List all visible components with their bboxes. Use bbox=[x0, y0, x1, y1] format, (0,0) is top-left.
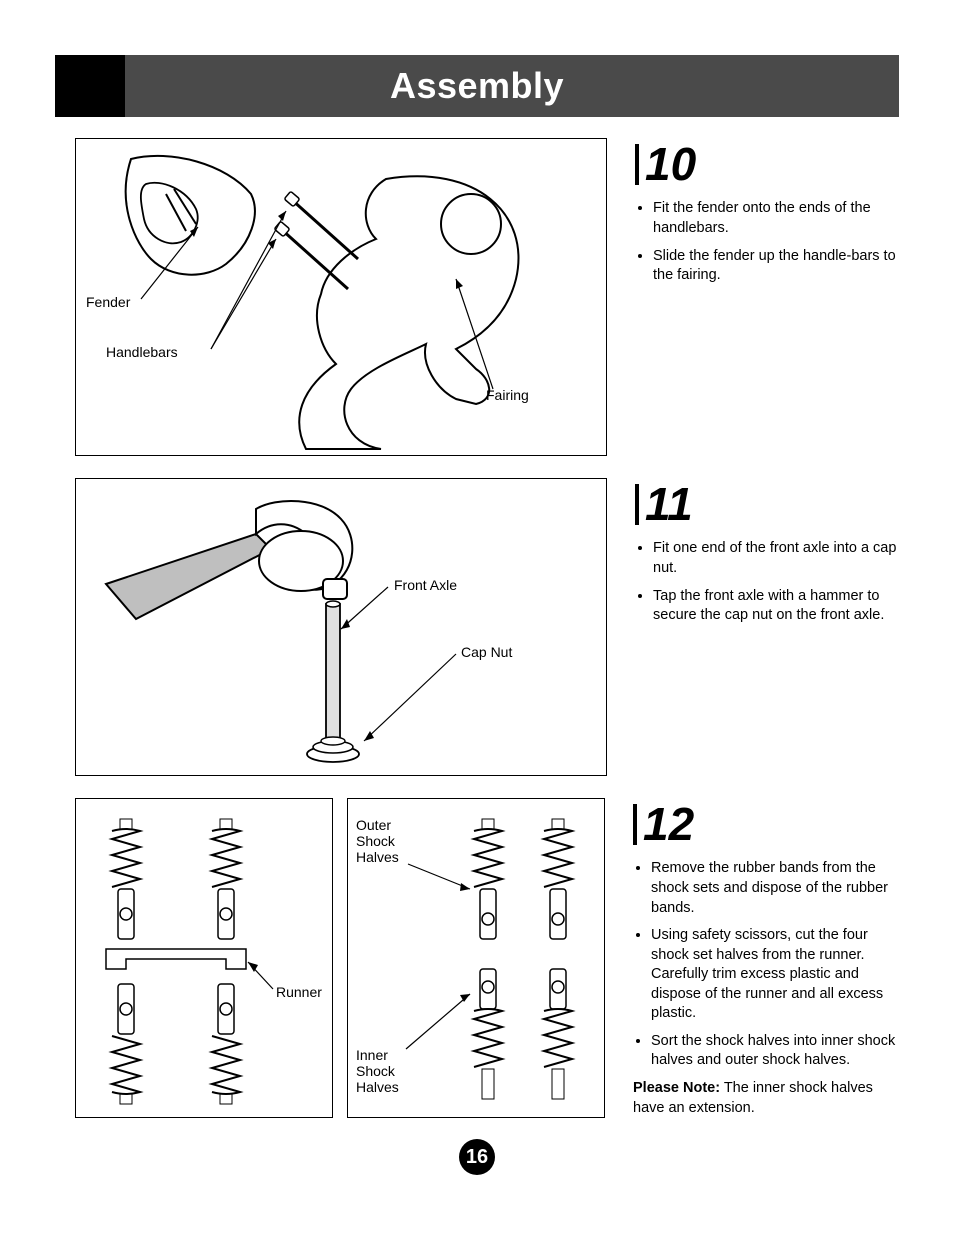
label-cap-nut: Cap Nut bbox=[461, 644, 512, 660]
step-10: Fender Handlebars Fairing 10 Fit the fen… bbox=[75, 138, 899, 456]
step-11-diagram: Front Axle Cap Nut bbox=[75, 478, 607, 776]
step-12-diagram-left: Runner bbox=[75, 798, 333, 1118]
step-12-bullet: Remove the rubber bands from the shock s… bbox=[651, 859, 899, 918]
label-fairing: Fairing bbox=[486, 387, 529, 403]
header-accent bbox=[55, 55, 125, 117]
step-10-bullet: Fit the fender onto the ends of the hand… bbox=[653, 199, 899, 238]
step-11-number: 11 bbox=[635, 484, 693, 525]
step-10-text: 10 Fit the fender onto the ends of the h… bbox=[635, 138, 899, 456]
header-bar: Assembly bbox=[55, 55, 899, 117]
label-runner: Runner bbox=[276, 984, 322, 1000]
page-number-badge: 16 bbox=[459, 1139, 495, 1175]
step-11-bullet: Tap the front axle with a hammer to secu… bbox=[653, 587, 899, 626]
step-12-diagram-right: Outer Shock Halves Inner Shock Halves bbox=[347, 798, 605, 1118]
label-handlebars: Handlebars bbox=[106, 344, 178, 360]
step-11: Front Axle Cap Nut 11 Fit one end of the… bbox=[75, 478, 899, 776]
page-number: 16 bbox=[466, 1146, 488, 1169]
step-10-diagram: Fender Handlebars Fairing bbox=[75, 138, 607, 456]
content: Fender Handlebars Fairing 10 Fit the fen… bbox=[75, 138, 899, 1140]
step-12-note: Please Note: The inner shock halves have… bbox=[633, 1079, 899, 1118]
step-12-number: 12 bbox=[633, 804, 694, 845]
page-title: Assembly bbox=[390, 65, 564, 107]
step-10-number: 10 bbox=[635, 144, 696, 185]
label-fender: Fender bbox=[86, 294, 130, 310]
note-label: Please Note: bbox=[633, 1080, 720, 1096]
step-12-bullet: Sort the shock halves into inner shock h… bbox=[651, 1032, 899, 1071]
label-inner-shock: Inner Shock Halves bbox=[356, 1047, 411, 1095]
label-front-axle: Front Axle bbox=[394, 577, 457, 593]
step-11-text: 11 Fit one end of the front axle into a … bbox=[635, 478, 899, 776]
step-12-bullet: Using safety scissors, cut the four shoc… bbox=[651, 926, 899, 1024]
step-10-bullet: Slide the fender up the handle-bars to t… bbox=[653, 247, 899, 286]
label-outer-shock: Outer Shock Halves bbox=[356, 817, 411, 865]
step-12-text: 12 Remove the rubber bands from the shoc… bbox=[633, 798, 899, 1118]
step-12: Runner bbox=[75, 798, 899, 1118]
step-11-bullet: Fit one end of the front axle into a cap… bbox=[653, 539, 899, 578]
